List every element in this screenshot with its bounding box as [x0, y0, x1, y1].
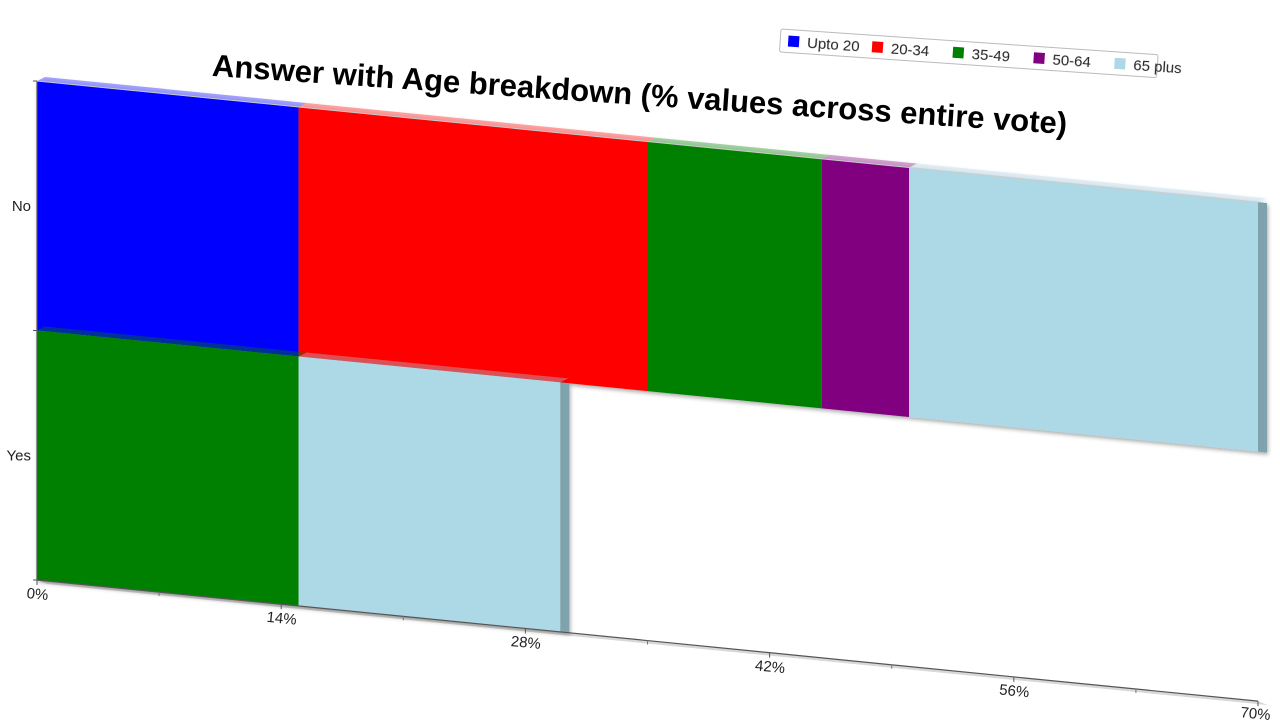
- plot-floor: [37, 580, 1268, 706]
- bar-no-35-49: [647, 141, 822, 409]
- bar-top-no-1: [298, 103, 656, 142]
- legend-swatch: [1033, 52, 1045, 64]
- legend-item-upto-20: Upto 20: [787, 35, 861, 56]
- bar-no-65-plus: [909, 167, 1258, 452]
- bar-no-50-64: [821, 158, 910, 417]
- bar-top-yes-4: [298, 352, 569, 383]
- x-tick-label: 28%: [510, 633, 542, 653]
- bar-group-no: [37, 77, 1267, 453]
- legend-label: 50-64: [1052, 52, 1091, 72]
- bar-top-no-2: [647, 137, 830, 159]
- x-tick-label: 56%: [998, 681, 1030, 701]
- legend-swatch: [871, 41, 884, 53]
- legend-swatch: [952, 46, 965, 59]
- legend-swatch: [1114, 57, 1126, 70]
- legend-label: 35-49: [971, 46, 1010, 66]
- x-tick-label: 70%: [1240, 704, 1272, 720]
- legend-item-65-plus: 65 plus: [1114, 57, 1182, 77]
- legend: Upto 20 20-34 35-49 50-64 65 plus: [779, 28, 1182, 79]
- legend-label: 20-34: [890, 41, 929, 61]
- bar-yes-65-plus: [298, 356, 561, 632]
- bar-group-yes: [37, 326, 570, 633]
- legend-box: Upto 20 20-34 35-49 50-64 65 plus: [779, 28, 1182, 79]
- plot-top-border: [36, 80, 1259, 203]
- legend-swatch: [787, 35, 800, 48]
- y-tick-label-yes: Yes: [7, 447, 31, 464]
- y-tick-label-no: No: [12, 198, 31, 215]
- legend-label: Upto 20: [807, 35, 861, 56]
- bar-top-no-4: [909, 163, 1266, 203]
- bar-top-no-3: [821, 154, 918, 168]
- bar-top-yes-2: [37, 326, 307, 357]
- legend-item-35-49: 35-49: [952, 46, 1011, 66]
- axes: No Yes 0% 14% 28% 42% 56% 70%: [7, 80, 1272, 720]
- x-tick-label: 42%: [754, 657, 786, 677]
- bars: [37, 77, 1267, 633]
- bar-no-20-34: [298, 107, 648, 392]
- bar-no-upto-20: [37, 81, 299, 357]
- bar-yes-35-49: [37, 330, 299, 606]
- x-tick-label: 14%: [266, 609, 298, 629]
- legend-item-20-34: 20-34: [871, 41, 930, 61]
- bar-end-no: [1258, 202, 1267, 453]
- legend-frame: [779, 28, 1159, 79]
- bar-top-no-0: [37, 77, 307, 107]
- bar-end-yes: [560, 382, 570, 633]
- legend-label: 65 plus: [1133, 57, 1182, 77]
- legend-item-50-64: 50-64: [1033, 52, 1091, 72]
- plot-floor-strip: [37, 580, 1268, 706]
- x-tick-label: 0%: [26, 585, 49, 604]
